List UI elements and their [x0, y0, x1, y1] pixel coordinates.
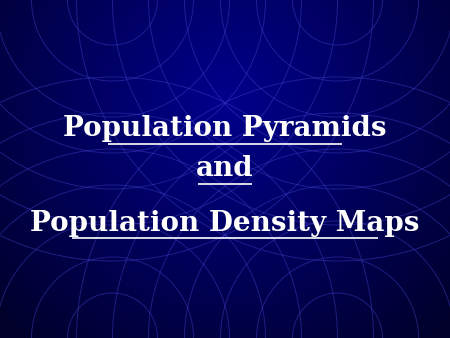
- Text: Population Pyramids: Population Pyramids: [63, 115, 387, 142]
- Text: Population Density Maps: Population Density Maps: [30, 210, 420, 237]
- Text: and: and: [196, 155, 254, 183]
